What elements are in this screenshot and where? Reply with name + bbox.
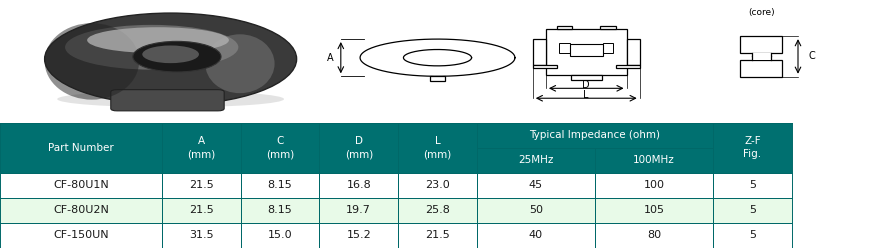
Bar xyxy=(595,173,713,198)
Text: (core): (core) xyxy=(748,8,774,17)
Text: 8.15: 8.15 xyxy=(268,180,292,190)
Text: 5: 5 xyxy=(749,180,756,190)
Text: L
(mm): L (mm) xyxy=(424,136,452,159)
Bar xyxy=(740,36,782,53)
Text: 16.8: 16.8 xyxy=(346,180,371,190)
Ellipse shape xyxy=(45,13,297,105)
Text: 15.2: 15.2 xyxy=(346,230,371,241)
Bar xyxy=(752,57,771,60)
Text: 23.0: 23.0 xyxy=(425,180,450,190)
Text: 25MHz: 25MHz xyxy=(518,155,554,165)
Ellipse shape xyxy=(65,25,238,70)
Bar xyxy=(713,198,792,223)
Text: 105: 105 xyxy=(644,205,665,216)
Bar xyxy=(398,123,477,173)
Bar xyxy=(398,198,477,223)
Text: 100MHz: 100MHz xyxy=(634,155,675,165)
Bar xyxy=(533,39,546,64)
Bar xyxy=(713,173,792,198)
Bar xyxy=(319,173,398,198)
Bar xyxy=(0,0,875,123)
Bar xyxy=(546,29,626,75)
Ellipse shape xyxy=(57,91,284,107)
Text: 21.5: 21.5 xyxy=(425,230,450,241)
Text: CF-80U1N: CF-80U1N xyxy=(53,180,108,190)
Bar xyxy=(319,123,398,173)
Ellipse shape xyxy=(143,45,199,63)
Text: C
(mm): C (mm) xyxy=(266,136,294,159)
Bar xyxy=(241,198,319,223)
Bar xyxy=(398,173,477,198)
Ellipse shape xyxy=(88,27,229,53)
Text: Z-F
Fig.: Z-F Fig. xyxy=(744,136,761,159)
Bar xyxy=(595,223,713,248)
Text: 21.5: 21.5 xyxy=(189,180,214,190)
Ellipse shape xyxy=(206,34,275,93)
Bar xyxy=(559,43,570,53)
Text: C: C xyxy=(808,51,816,62)
Bar xyxy=(0,173,162,198)
Bar xyxy=(477,148,595,173)
Bar xyxy=(556,26,572,29)
Text: CF-80U2N: CF-80U2N xyxy=(53,205,108,216)
Text: 40: 40 xyxy=(528,230,543,241)
Text: D: D xyxy=(583,80,590,90)
Text: 21.5: 21.5 xyxy=(189,205,214,216)
Bar xyxy=(241,173,319,198)
Bar xyxy=(241,123,319,173)
Bar xyxy=(570,44,603,56)
Bar xyxy=(477,173,595,198)
Bar xyxy=(740,60,782,77)
Bar xyxy=(533,64,556,68)
Text: 45: 45 xyxy=(528,180,543,190)
Bar xyxy=(571,75,602,80)
Bar xyxy=(477,223,595,248)
Text: 80: 80 xyxy=(647,230,662,241)
Text: L: L xyxy=(584,90,589,100)
Bar xyxy=(0,123,162,173)
Text: Typical Impedance (ohm): Typical Impedance (ohm) xyxy=(529,130,661,140)
Text: A
(mm): A (mm) xyxy=(187,136,215,159)
Bar xyxy=(0,198,162,223)
Bar xyxy=(398,223,477,248)
Bar xyxy=(595,148,713,173)
Text: A: A xyxy=(327,53,333,63)
Bar xyxy=(430,76,445,81)
Text: 8.15: 8.15 xyxy=(268,205,292,216)
Bar xyxy=(477,123,713,148)
Bar xyxy=(626,39,640,64)
Bar xyxy=(713,223,792,248)
Text: Part Number: Part Number xyxy=(48,143,114,153)
Bar xyxy=(162,223,241,248)
Text: 5: 5 xyxy=(749,205,756,216)
Bar xyxy=(600,26,616,29)
Text: CF-150UN: CF-150UN xyxy=(53,230,108,241)
Bar xyxy=(241,223,319,248)
Bar xyxy=(595,198,713,223)
Bar xyxy=(603,43,613,53)
Bar xyxy=(162,198,241,223)
Text: 31.5: 31.5 xyxy=(189,230,214,241)
Bar xyxy=(162,123,241,173)
Text: 50: 50 xyxy=(528,205,542,216)
Bar xyxy=(319,223,398,248)
Ellipse shape xyxy=(133,41,221,72)
Bar xyxy=(713,123,792,173)
Bar xyxy=(0,223,162,248)
Ellipse shape xyxy=(45,23,139,100)
Bar xyxy=(752,53,771,57)
FancyBboxPatch shape xyxy=(111,90,224,111)
Text: 100: 100 xyxy=(644,180,665,190)
Bar xyxy=(616,64,640,68)
Bar xyxy=(319,198,398,223)
Bar xyxy=(162,173,241,198)
Bar xyxy=(477,198,595,223)
Text: 5: 5 xyxy=(749,230,756,241)
Text: 19.7: 19.7 xyxy=(346,205,371,216)
Text: 15.0: 15.0 xyxy=(268,230,292,241)
Text: 25.8: 25.8 xyxy=(425,205,450,216)
Text: D
(mm): D (mm) xyxy=(345,136,373,159)
